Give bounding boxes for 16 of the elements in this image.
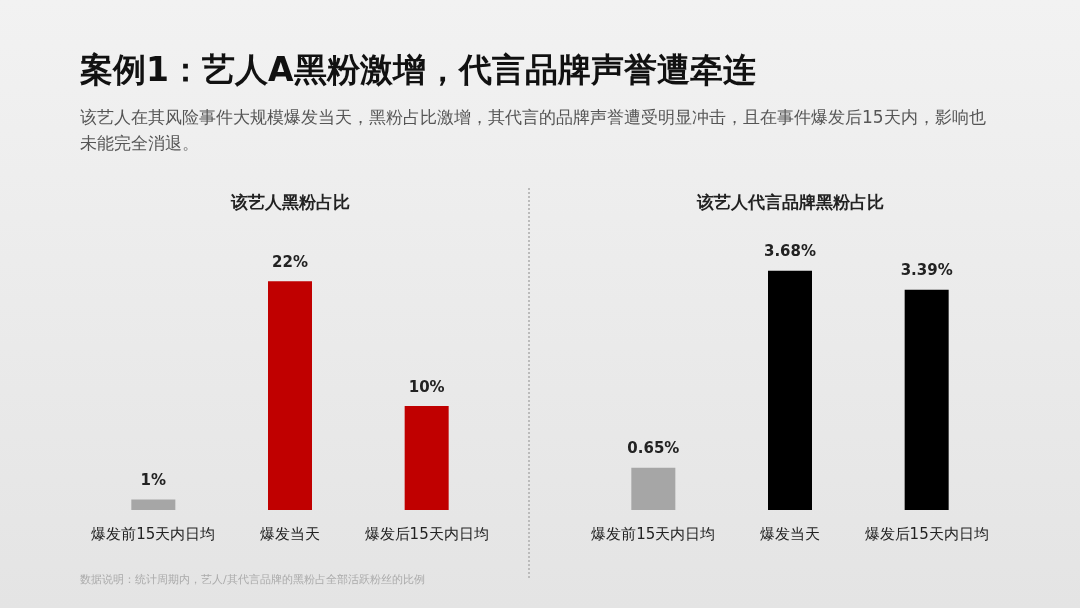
- data-label: 1%: [140, 471, 167, 490]
- data-label: 10%: [408, 377, 445, 396]
- data-label: 0.65%: [627, 439, 680, 458]
- x-tick-label: 爆发当天: [260, 524, 320, 543]
- x-tick-label: 爆发后15天内日均: [864, 524, 989, 543]
- chart-title: 该艺人黑粉占比: [229, 191, 350, 212]
- text: 该艺人在其风险事件大规模爆发当天，黑粉占比激增，其代言的品牌声誉遭受明显冲击，且在事件爆发后15天内，影响也未能完全消退。: [80, 106, 987, 155]
- x-tick-label: 爆发后15天内日均: [364, 524, 489, 543]
- chart-title: 该艺人代言品牌黑粉占比: [695, 191, 884, 212]
- x-tick-label: 爆发当天: [760, 524, 820, 543]
- data-label: 3.39%: [900, 261, 953, 280]
- x-tick-label: 爆发前15天内日均: [591, 524, 716, 543]
- text: 案例1：艺人A黑粉激增，代言品牌声誉遭牵连: [80, 49, 756, 91]
- data-label: 3.68%: [763, 242, 817, 261]
- data-label: 22%: [272, 252, 308, 271]
- x-tick-label: 爆发前15天内日均: [91, 524, 216, 543]
